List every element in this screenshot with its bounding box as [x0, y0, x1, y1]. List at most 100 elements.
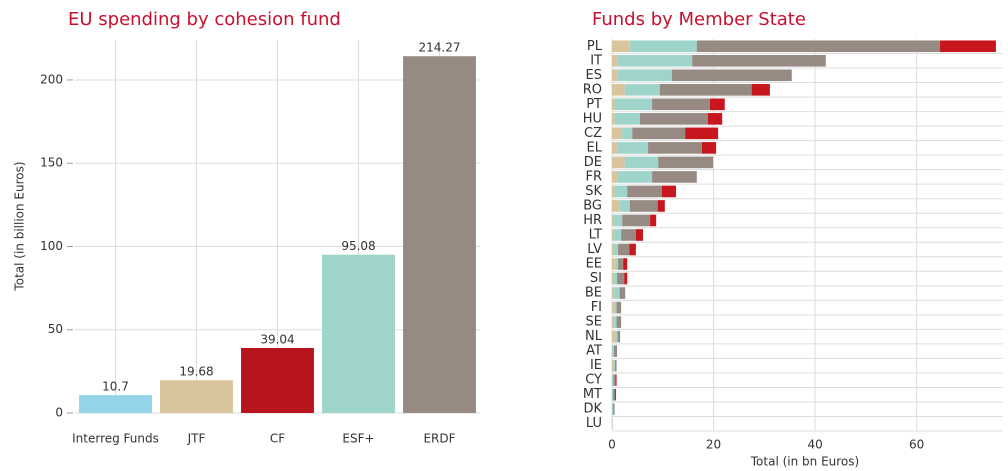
bar-segment — [615, 330, 618, 343]
bar-segment — [701, 142, 717, 154]
bar-segment — [613, 388, 616, 401]
bar-segment — [615, 359, 617, 372]
y-tick-label: ES — [586, 68, 602, 83]
y-tick-label: CY — [585, 373, 602, 388]
bar-segment — [612, 301, 615, 314]
data-label: 10.7 — [102, 380, 129, 394]
bar-segment — [650, 214, 657, 227]
bar-segment — [629, 243, 636, 256]
bar-segment — [618, 243, 630, 256]
bar-segment — [622, 127, 633, 140]
bar-segment — [614, 345, 618, 357]
y-tick-label: SK — [585, 184, 602, 199]
bar — [160, 380, 233, 413]
bar-segment — [652, 98, 711, 111]
x-tick-label: ERDF — [423, 432, 455, 446]
bar-segment — [635, 229, 643, 241]
bar-segment — [617, 54, 693, 67]
bar-segment — [613, 272, 618, 285]
bar-segment — [617, 330, 621, 343]
bar-segment — [612, 69, 618, 82]
y-tick-label: 50 — [48, 322, 63, 336]
bar-segment — [613, 374, 616, 386]
y-tick-label: DK — [583, 402, 602, 417]
bar-segment — [616, 316, 622, 328]
bar-segment — [612, 98, 615, 111]
bar-segment — [685, 127, 719, 140]
bar-segment — [612, 40, 630, 53]
y-tick-label: RO — [583, 82, 602, 97]
data-label: 214.27 — [419, 41, 461, 55]
bar — [79, 395, 152, 413]
bar-segment — [659, 84, 752, 96]
bar-segment — [617, 272, 625, 285]
bar-segment — [612, 156, 625, 169]
bar-segment — [613, 287, 620, 299]
bar-segment — [612, 316, 614, 328]
bar-segment — [629, 40, 697, 53]
y-tick-label: 150 — [40, 156, 63, 170]
data-label: 39.04 — [260, 332, 294, 346]
bar-segment — [639, 113, 708, 125]
bar-segment — [612, 229, 614, 241]
y-tick-label: FI — [591, 300, 602, 315]
bar — [322, 254, 395, 413]
x-tick-label: CF — [270, 432, 285, 446]
bar-segment — [940, 40, 996, 53]
bar-segment — [657, 200, 665, 212]
bar-segment — [617, 171, 653, 183]
y-tick-label: 100 — [40, 239, 63, 253]
x-tick-label: 60 — [909, 438, 924, 452]
x-tick-label: ESF+ — [342, 432, 374, 446]
bar-segment — [612, 243, 614, 256]
bar-segment — [613, 403, 615, 416]
bar-segment — [618, 258, 624, 270]
bar-segment — [622, 214, 651, 227]
bar-segment — [632, 127, 686, 140]
bar-segment — [624, 272, 628, 285]
x-tick-label: 20 — [706, 438, 721, 452]
data-label: 19.68 — [179, 365, 213, 379]
y-tick-label: NL — [585, 329, 603, 344]
chart-title: EU spending by cohesion fund — [68, 9, 341, 30]
y-tick-label: HU — [583, 111, 602, 126]
bar-segment — [652, 171, 697, 183]
bar-segment — [671, 69, 792, 82]
bar-segment — [648, 142, 702, 154]
y-tick-label: CZ — [584, 126, 602, 141]
bar-segment — [614, 113, 640, 125]
bar-segment — [619, 287, 626, 299]
bar-segment — [624, 84, 660, 96]
bar-segment — [612, 258, 616, 270]
y-tick-label: IT — [590, 53, 602, 68]
y-tick-label: SI — [590, 271, 602, 286]
bar-segment — [613, 214, 623, 227]
y-tick-label: LT — [589, 228, 602, 243]
y-tick-label: LU — [586, 416, 602, 431]
y-tick-label: HR — [583, 213, 602, 228]
bar-segment — [612, 330, 616, 343]
bar-segment — [615, 388, 617, 401]
bar-segment — [623, 258, 628, 270]
bar-segment — [612, 127, 623, 140]
bar-segment — [612, 200, 620, 212]
y-tick-label: AT — [586, 344, 602, 359]
y-tick-label: DE — [584, 155, 602, 170]
y-tick-label: 0 — [55, 406, 63, 420]
bar-segment — [612, 113, 615, 125]
y-tick-label: LV — [587, 242, 602, 257]
bar-segment — [619, 200, 630, 212]
y-tick-label: 200 — [40, 72, 63, 86]
bar-segment — [614, 185, 628, 198]
x-tick-label: 40 — [807, 438, 822, 452]
bar-segment — [617, 142, 649, 154]
bar-segment — [613, 229, 622, 241]
bar-segment — [751, 84, 770, 96]
y-tick-label: IE — [590, 358, 602, 373]
y-tick-label: SE — [586, 315, 602, 330]
y-axis-label: Total (in billion Euros) — [13, 161, 27, 291]
bar-segment — [629, 200, 658, 212]
bar-segment — [613, 316, 617, 328]
bar-segment — [612, 345, 615, 357]
